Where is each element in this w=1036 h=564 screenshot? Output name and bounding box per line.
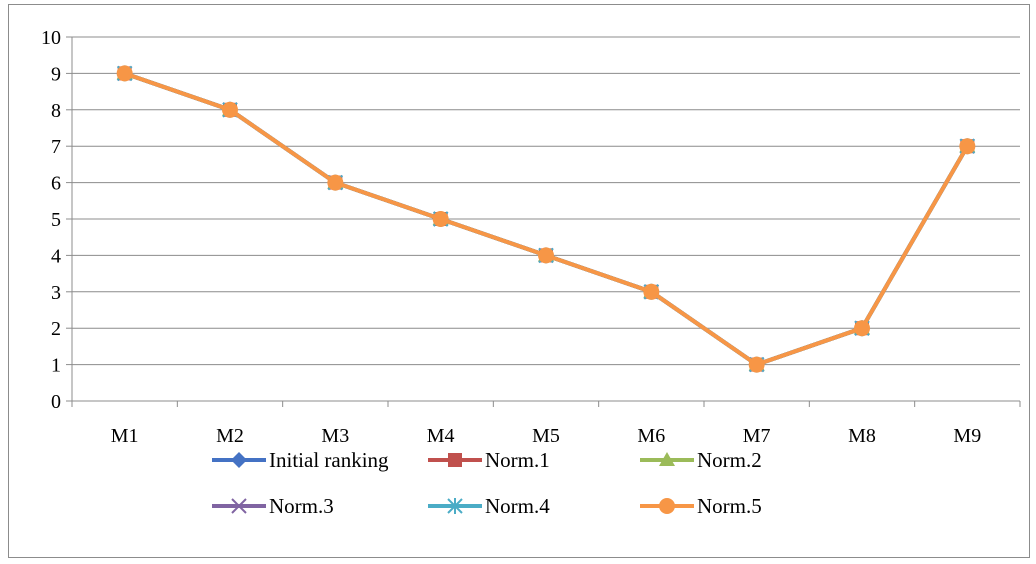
y-tick-label: 0 bbox=[51, 391, 61, 413]
y-tick-label: 9 bbox=[51, 63, 61, 85]
legend-label: Norm.5 bbox=[697, 494, 762, 518]
y-tick-label: 3 bbox=[51, 282, 61, 304]
legend-item: Norm.1 bbox=[428, 448, 550, 472]
legend: Initial ranking Norm.1 Norm.2 Norm.3 Norm.4 N… bbox=[212, 448, 762, 518]
series-norm-2 bbox=[116, 65, 976, 371]
legend-marker bbox=[659, 452, 675, 466]
series-norm-5 bbox=[116, 65, 976, 373]
legend-label: Norm.3 bbox=[269, 494, 334, 518]
data-point bbox=[748, 356, 765, 373]
data-point bbox=[432, 211, 449, 227]
data-point bbox=[327, 174, 344, 191]
legend-item: Initial ranking bbox=[212, 448, 389, 472]
series-group bbox=[116, 65, 976, 373]
x-tick-label: M9 bbox=[953, 425, 981, 447]
x-tick-label: M6 bbox=[637, 425, 665, 447]
data-point bbox=[538, 247, 554, 264]
legend-item: Norm.5 bbox=[640, 494, 762, 518]
y-tick-label: 1 bbox=[51, 355, 61, 377]
axes: 0 1 2 3 4 5 6 7 8 9 10 M1 M2 M3 M4 M5 M6 M7 M8 M9 bbox=[41, 27, 1021, 447]
data-point bbox=[116, 65, 133, 82]
y-tick-label: 7 bbox=[51, 136, 61, 158]
x-tick-label: M2 bbox=[216, 425, 244, 447]
legend-label: Initial ranking bbox=[269, 448, 389, 472]
chart-frame bbox=[8, 4, 1030, 558]
legend-marker bbox=[447, 498, 463, 514]
legend-marker bbox=[231, 498, 247, 514]
y-tick-label: 2 bbox=[51, 318, 61, 340]
x-tick-label: M3 bbox=[321, 425, 349, 447]
y-tick-label: 5 bbox=[51, 209, 61, 231]
x-tick-label: M1 bbox=[111, 425, 139, 447]
legend-item: Norm.3 bbox=[212, 494, 334, 518]
legend-item: Norm.4 bbox=[428, 494, 550, 518]
y-tick-label: 6 bbox=[51, 173, 61, 195]
data-point bbox=[959, 138, 976, 155]
data-point bbox=[643, 283, 660, 300]
data-point bbox=[854, 320, 870, 337]
x-tick-label: M4 bbox=[427, 425, 455, 447]
x-tick-label: M7 bbox=[743, 425, 771, 447]
y-tick-label: 4 bbox=[51, 245, 61, 267]
legend-label: Norm.4 bbox=[485, 494, 550, 518]
gridlines bbox=[72, 36, 1020, 366]
legend-item: Norm.2 bbox=[640, 448, 762, 472]
legend-marker bbox=[448, 453, 462, 467]
y-tick-label: 8 bbox=[51, 100, 61, 122]
x-tick-label: M8 bbox=[848, 425, 876, 447]
legend-marker bbox=[659, 498, 675, 514]
legend-label: Norm.1 bbox=[485, 448, 550, 472]
legend-marker bbox=[231, 452, 247, 468]
y-tick-label: 10 bbox=[41, 27, 61, 49]
x-tick-label: M5 bbox=[532, 425, 560, 447]
data-point bbox=[222, 101, 238, 118]
legend-label: Norm.2 bbox=[697, 448, 762, 472]
